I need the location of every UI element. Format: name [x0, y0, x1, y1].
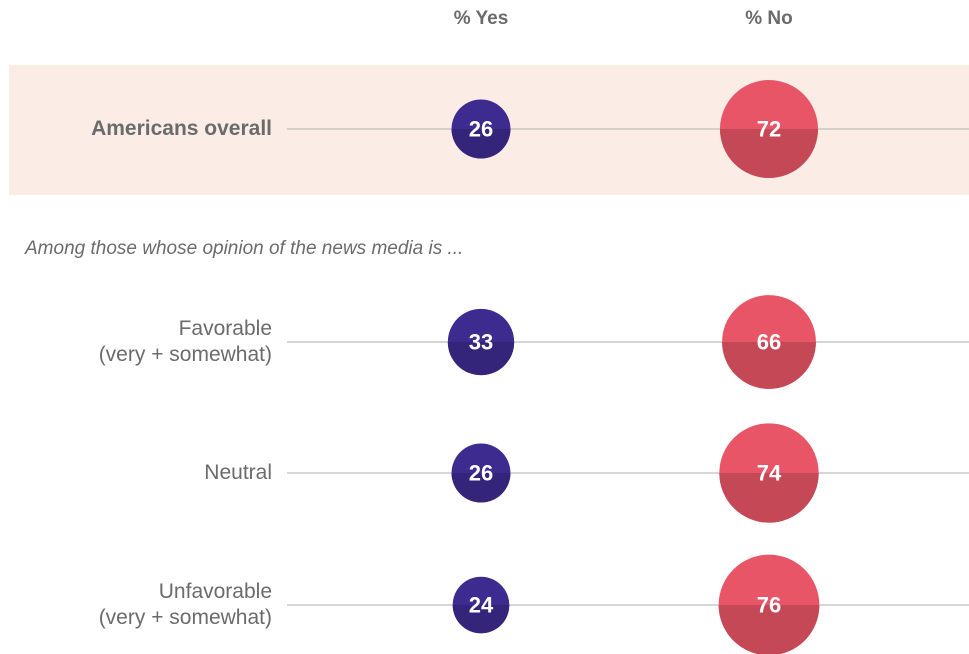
bubble-bottom [718, 605, 820, 654]
value-label: 72 [757, 117, 781, 142]
value-label: 26 [469, 461, 493, 486]
bubble [718, 554, 820, 654]
bubble-bottom [447, 342, 515, 376]
bubble-bottom [720, 129, 818, 178]
row-label: Neutral [204, 461, 272, 484]
column-header: % Yes [453, 8, 509, 29]
column-header: % No [745, 8, 793, 29]
row-label: Americans overall [91, 117, 272, 140]
bubble [452, 576, 510, 634]
bubble-bottom [452, 605, 510, 634]
bubble [722, 295, 816, 389]
bubble-bottom [451, 473, 511, 503]
annotation: Among those whose opinion of the news me… [25, 238, 464, 259]
value-label: 24 [469, 593, 494, 618]
bubble [451, 443, 511, 503]
bubble-bottom [722, 342, 816, 389]
value-label: 33 [469, 330, 493, 355]
bubble-bottom [451, 129, 511, 159]
row-label: Favorable (very + somewhat) [98, 317, 272, 366]
bubble [719, 423, 819, 523]
value-label: 26 [469, 117, 493, 142]
row-label: Unfavorable (very + somewhat) [98, 580, 272, 629]
bubble [451, 99, 511, 159]
bubble-bottom [719, 473, 819, 523]
bubble [447, 308, 515, 376]
bubble [720, 80, 818, 178]
value-label: 66 [757, 330, 781, 355]
value-label: 74 [757, 461, 782, 486]
value-label: 76 [757, 593, 781, 618]
